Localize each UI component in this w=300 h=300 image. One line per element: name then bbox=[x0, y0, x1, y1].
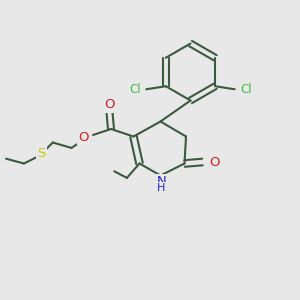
Text: N: N bbox=[157, 175, 166, 188]
Text: H: H bbox=[157, 183, 166, 193]
Text: Cl: Cl bbox=[129, 83, 141, 96]
Text: O: O bbox=[78, 130, 88, 144]
Text: O: O bbox=[104, 98, 115, 112]
Text: S: S bbox=[37, 147, 46, 161]
Text: Cl: Cl bbox=[240, 83, 252, 96]
Text: O: O bbox=[209, 155, 220, 169]
